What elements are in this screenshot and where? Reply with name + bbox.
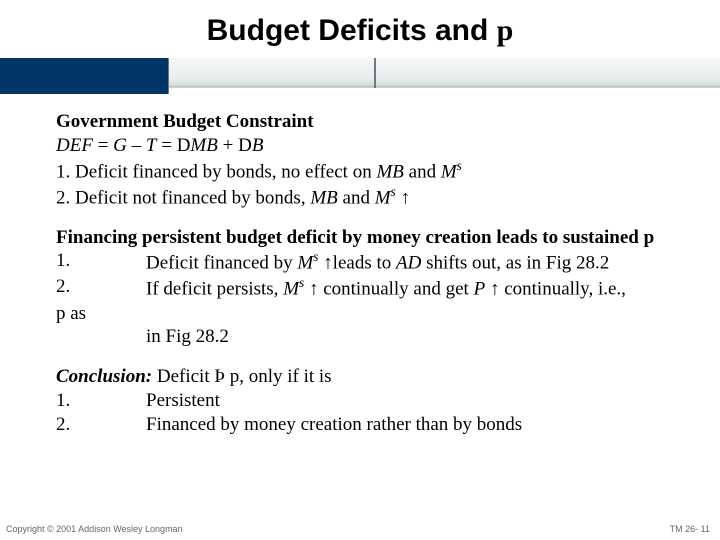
section1-item1: 1. Deficit financed by bonds, no effect …	[56, 158, 684, 184]
s3-head-imp: Þ	[214, 366, 225, 387]
title-text: Budget Deficits and	[207, 14, 497, 47]
s1-li2-up: ↑	[396, 187, 410, 208]
s1-li1-pre: 1. Deficit financed by bonds, no effect …	[56, 161, 376, 182]
section1-equation: DEF = G – T = DMB + DB	[56, 134, 684, 158]
s2-li2-post: ↑ continually, i.e.,	[485, 279, 626, 300]
section2-heading: Financing persistent budget deficit by m…	[56, 226, 684, 250]
page-title: Budget Deficits and p	[0, 0, 720, 58]
section1-item2: 2. Deficit not financed by bonds, MB and…	[56, 184, 684, 210]
band-left	[0, 58, 168, 94]
s2-li3-post: in Fig 28.2	[146, 325, 229, 349]
section3-heading: Conclusion: Deficit Þ p, only if it is	[56, 365, 684, 389]
s2-head-pi: p	[644, 227, 655, 248]
s1-li1-and: and	[404, 161, 441, 182]
s2-li3-left: p as	[56, 302, 146, 326]
s3-head-post: , only if it is	[239, 366, 331, 387]
section2-item1: 1. Deficit financed by Ms ↑leads to AD s…	[56, 249, 684, 275]
pi-symbol: p	[497, 14, 514, 47]
s3-head-pi: p	[225, 366, 239, 387]
s1-li2-pre: 2. Deficit not financed by bonds,	[56, 187, 310, 208]
s2-li1-ad: AD	[396, 253, 421, 274]
section-budget-constraint: Government Budget Constraint DEF = G – T…	[56, 110, 684, 210]
s2-li1-mid: ↑leads to	[318, 253, 396, 274]
eq-b: B	[252, 135, 264, 156]
section-conclusion: Conclusion: Deficit Þ p, only if it is 1…	[56, 365, 684, 436]
s1-li1-mb: MB	[376, 161, 403, 182]
s3-li1-num: 1.	[56, 389, 146, 413]
eq-g: G	[113, 135, 127, 156]
eq-minus: –	[127, 135, 146, 156]
s3-li2: Financed by money creation rather than b…	[146, 413, 522, 437]
s2-li2-num: 2.	[56, 275, 146, 301]
s2-li3-as: as	[66, 303, 87, 324]
s2-li2-p: P	[474, 279, 486, 300]
section2-item3b: in Fig 28.2	[56, 325, 684, 349]
s1-li2-m: M	[375, 187, 391, 208]
s3-li2-num: 2.	[56, 413, 146, 437]
s1-li2-mb: MB	[310, 187, 337, 208]
eq-delta2: D	[238, 135, 252, 156]
eq-plus: +	[218, 135, 238, 156]
slide-number: TM 26- 11	[670, 524, 710, 534]
copyright-text: Copyright © 2001 Addison Wesley Longman	[6, 524, 183, 534]
s2-li2-m: M	[283, 279, 299, 300]
eq-def: DEF	[56, 135, 93, 156]
section1-heading: Government Budget Constraint	[56, 110, 684, 134]
s2-li1-pre: Deficit financed by	[146, 253, 297, 274]
s2-li3b-num	[56, 325, 146, 349]
s2-li2-body: If deficit persists, Ms ↑ continually an…	[146, 275, 626, 301]
s3-head-pre: Deficit	[152, 366, 214, 387]
section-financing: Financing persistent budget deficit by m…	[56, 226, 684, 349]
s1-li1-s: s	[457, 158, 462, 173]
eq-eq1: =	[93, 135, 113, 156]
section2-item2: 2. If deficit persists, Ms ↑ continually…	[56, 275, 684, 301]
section2-item3: p as	[56, 302, 684, 326]
header-band	[0, 58, 720, 94]
section3-item2: 2. Financed by money creation rather tha…	[56, 413, 684, 437]
eq-delta1: D	[177, 135, 191, 156]
band-right	[168, 58, 720, 94]
s2-li2-pre: If deficit persists,	[146, 279, 283, 300]
s2-li1-body: Deficit financed by Ms ↑leads to AD shif…	[146, 249, 609, 275]
section3-item1: 1. Persistent	[56, 389, 684, 413]
eq-mb: MB	[190, 135, 217, 156]
s2-li1-num: 1.	[56, 249, 146, 275]
s2-li2-mid: ↑ continually and get	[304, 279, 473, 300]
s1-li1-m: M	[441, 161, 457, 182]
eq-t: T	[146, 135, 157, 156]
s2-head-pre: Financing persistent budget deficit by m…	[56, 227, 644, 248]
band-tick	[374, 58, 376, 88]
s2-li1-post: shifts out, as in Fig 28.2	[421, 253, 609, 274]
s3-head: Conclusion:	[56, 366, 152, 387]
s3-li1: Persistent	[146, 389, 220, 413]
s2-li3-pi: p	[56, 303, 66, 324]
eq-eq2: =	[156, 135, 176, 156]
content-area: Government Budget Constraint DEF = G – T…	[0, 94, 720, 436]
s1-li2-and: and	[338, 187, 375, 208]
s2-li1-m: M	[297, 253, 313, 274]
